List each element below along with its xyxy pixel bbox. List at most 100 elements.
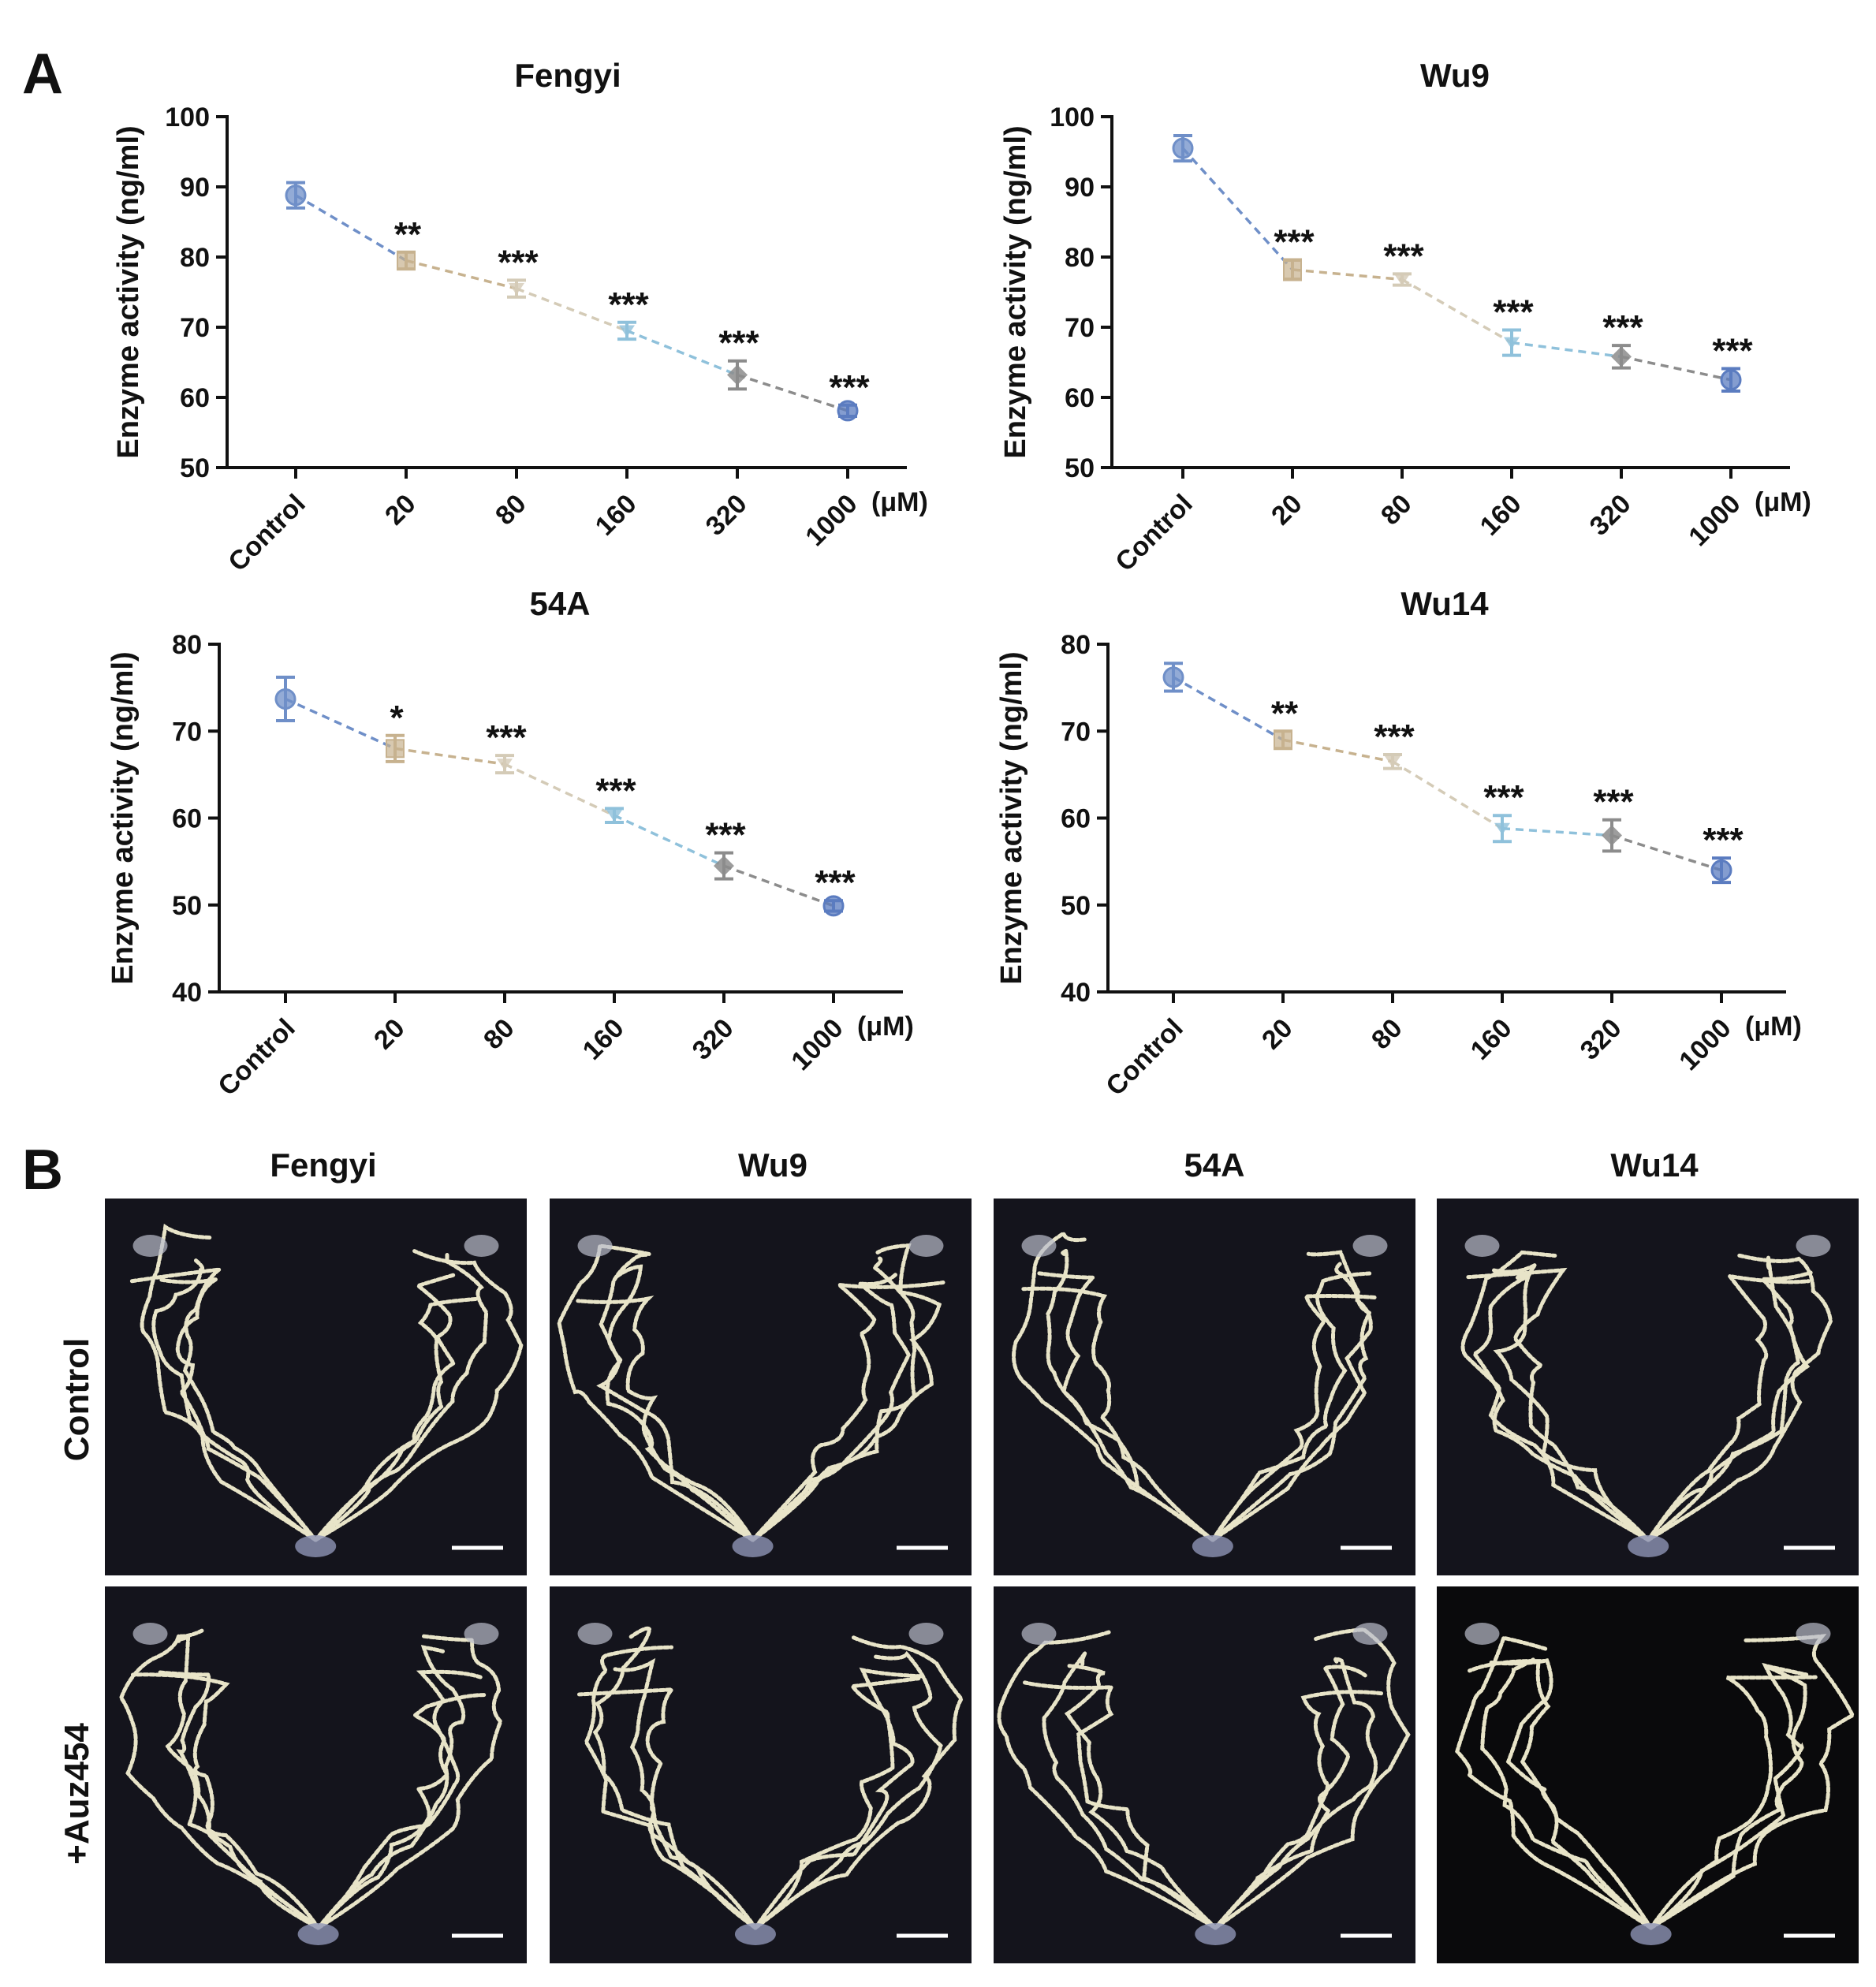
significance-label: *** bbox=[608, 285, 649, 324]
data-point bbox=[1172, 137, 1194, 159]
significance-label: *** bbox=[1374, 718, 1415, 756]
tissue-blob bbox=[1352, 1235, 1388, 1257]
panel-a-label: A bbox=[22, 43, 63, 106]
ovariole-strand bbox=[1064, 1664, 1218, 1930]
photo-wu14-auz454 bbox=[1437, 1586, 1859, 1963]
significance-label: *** bbox=[1703, 821, 1744, 859]
tissue-blob bbox=[464, 1235, 499, 1257]
ovariole-strand bbox=[1046, 1248, 1215, 1542]
x-tick-label: 320 bbox=[1575, 1013, 1628, 1066]
y-axis-label: Enzyme activity (ng/ml) bbox=[999, 125, 1032, 458]
photo-fengyi-control bbox=[105, 1199, 527, 1575]
photo-wu9-control bbox=[550, 1199, 972, 1575]
ovariole-strand bbox=[584, 1645, 758, 1930]
base-tissue bbox=[295, 1535, 337, 1557]
photo-background bbox=[994, 1199, 1415, 1575]
tissue-blob bbox=[1021, 1235, 1057, 1257]
series-line-segment bbox=[1611, 833, 1722, 872]
tissue-blob bbox=[1796, 1623, 1831, 1645]
data-point bbox=[1720, 369, 1742, 391]
y-axis-label: Enzyme activity (ng/ml) bbox=[106, 651, 140, 984]
data-point bbox=[1504, 337, 1520, 349]
series-line-segment bbox=[1621, 355, 1732, 382]
y-axis-label: Enzyme activity (ng/ml) bbox=[995, 651, 1028, 984]
y-tick-label: 50 bbox=[172, 891, 202, 921]
ovariole-strand bbox=[1210, 1261, 1373, 1542]
data-point bbox=[837, 400, 859, 422]
series-line-segment bbox=[626, 329, 738, 377]
x-tick-label: 320 bbox=[1584, 489, 1637, 542]
y-axis-label: Enzyme activity (ng/ml) bbox=[112, 125, 145, 458]
row-label-auz454: +Auz454 bbox=[58, 1723, 96, 1865]
ovariole-strand bbox=[576, 1295, 755, 1542]
x-tick-label: 80 bbox=[490, 489, 532, 531]
tissue-blob bbox=[908, 1623, 944, 1645]
tissue-blob bbox=[464, 1623, 499, 1645]
significance-label: ** bbox=[1271, 694, 1299, 733]
series-line-segment bbox=[1292, 268, 1403, 281]
data-point bbox=[386, 739, 405, 759]
ovariole-strand bbox=[1021, 1286, 1215, 1542]
ovariole-strand bbox=[1023, 1680, 1218, 1930]
series-line-segment bbox=[1282, 738, 1393, 763]
ovariole-strand bbox=[158, 1670, 321, 1930]
ovariole-strand bbox=[1213, 1627, 1411, 1930]
chart-title: Wu14 bbox=[1400, 585, 1489, 622]
ovariole-strand bbox=[1649, 1634, 1855, 1930]
x-tick-label: 160 bbox=[1465, 1013, 1518, 1066]
x-tick-label: 1000 bbox=[800, 489, 863, 552]
ovariole-strand bbox=[316, 1693, 487, 1930]
y-tick-label: 50 bbox=[1061, 891, 1091, 921]
significance-label: *** bbox=[829, 368, 870, 407]
y-tick-label: 60 bbox=[180, 383, 210, 413]
series-line-segment bbox=[737, 373, 848, 412]
ovariole-strand bbox=[1489, 1658, 1654, 1930]
ovariole-strand bbox=[576, 1687, 758, 1930]
data-point bbox=[1283, 260, 1302, 280]
photo-background bbox=[1437, 1586, 1859, 1963]
x-unit-label: (μM) bbox=[1755, 487, 1811, 517]
y-tick-label: 90 bbox=[1065, 173, 1095, 203]
base-tissue bbox=[297, 1923, 339, 1945]
chart-title: Wu9 bbox=[1420, 57, 1490, 94]
chart-54a: 54A 40 50 60 70 80 Enzyme activity (ng/ml) Cont… bbox=[106, 585, 914, 1102]
ovariole-strand bbox=[1649, 1675, 1818, 1930]
ovariole-strand bbox=[1646, 1270, 1813, 1542]
x-unit-label: (μM) bbox=[871, 487, 928, 517]
y-tick-label: 80 bbox=[1061, 630, 1091, 660]
data-point bbox=[822, 895, 845, 917]
y-tick-label: 40 bbox=[1061, 978, 1091, 1008]
y-tick-label: 90 bbox=[180, 173, 210, 203]
data-point bbox=[397, 251, 416, 270]
y-tick-label: 60 bbox=[1065, 383, 1095, 413]
panel-b-label: B bbox=[22, 1139, 63, 1202]
x-tick-label: 20 bbox=[1256, 1013, 1299, 1056]
tissue-blob bbox=[577, 1235, 613, 1257]
ovariole-strand bbox=[130, 1672, 321, 1930]
ovariole-strand bbox=[751, 1281, 945, 1542]
photo-54a-auz454 bbox=[994, 1586, 1415, 1963]
data-point bbox=[274, 688, 297, 710]
tissue-blob bbox=[132, 1623, 168, 1645]
x-tick-label: Control bbox=[212, 1013, 300, 1102]
data-point bbox=[606, 810, 622, 822]
x-tick-label: 20 bbox=[1266, 489, 1308, 531]
y-tick-label: 60 bbox=[172, 804, 202, 834]
x-tick-label: 80 bbox=[1375, 489, 1418, 531]
chart-wu14: Wu14 40 50 60 70 80 Enzyme activity (ng/ml) Con… bbox=[995, 585, 1802, 1102]
ovariole-strand bbox=[1213, 1690, 1386, 1930]
tissue-blob bbox=[132, 1235, 168, 1257]
significance-label: *** bbox=[1602, 308, 1643, 347]
ovariole-strand bbox=[753, 1676, 921, 1930]
x-tick-label: 160 bbox=[590, 489, 643, 542]
ovariole-strand bbox=[129, 1266, 318, 1542]
base-tissue bbox=[1630, 1923, 1672, 1945]
y-tick-label: 70 bbox=[172, 717, 202, 747]
ovariole-strand bbox=[313, 1251, 489, 1542]
ovariole-strand bbox=[1210, 1294, 1378, 1542]
x-tick-label: Control bbox=[222, 489, 311, 577]
photo-54a-control bbox=[994, 1199, 1415, 1575]
ovariole-strand bbox=[1649, 1665, 1807, 1930]
significance-label: *** bbox=[815, 863, 856, 902]
photo-wu14-control bbox=[1437, 1199, 1859, 1575]
